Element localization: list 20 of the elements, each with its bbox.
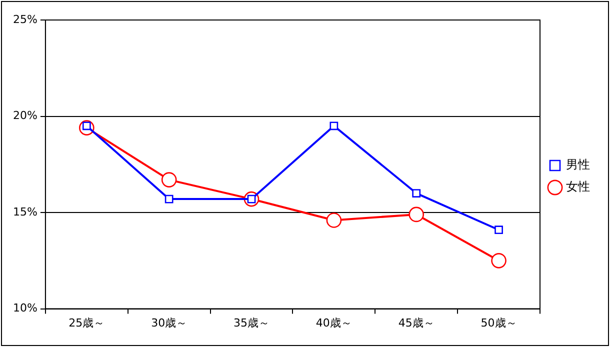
x-tick-label: 40歳～ bbox=[316, 316, 352, 330]
x-tick-label: 50歳～ bbox=[480, 316, 517, 330]
point bbox=[161, 172, 177, 188]
x-tick-label: 45歳～ bbox=[398, 316, 434, 330]
x-tick-label: 25歳～ bbox=[68, 316, 105, 330]
point bbox=[408, 206, 424, 222]
y-tick-label: 15% bbox=[12, 205, 38, 218]
legend-label: 男性 bbox=[566, 158, 590, 172]
y-tick-label: 20% bbox=[12, 109, 38, 122]
point bbox=[330, 122, 338, 130]
y-tick-label: 25% bbox=[12, 12, 38, 26]
x-tick-label: 35歳～ bbox=[234, 316, 270, 330]
legend-label: 女性 bbox=[566, 180, 590, 194]
point bbox=[491, 253, 506, 268]
point bbox=[164, 194, 174, 204]
point bbox=[494, 226, 503, 234]
x-tick-label: 30歳～ bbox=[151, 316, 188, 330]
point bbox=[412, 189, 421, 198]
point bbox=[326, 212, 342, 228]
y-tick-label: 10% bbox=[12, 302, 38, 315]
